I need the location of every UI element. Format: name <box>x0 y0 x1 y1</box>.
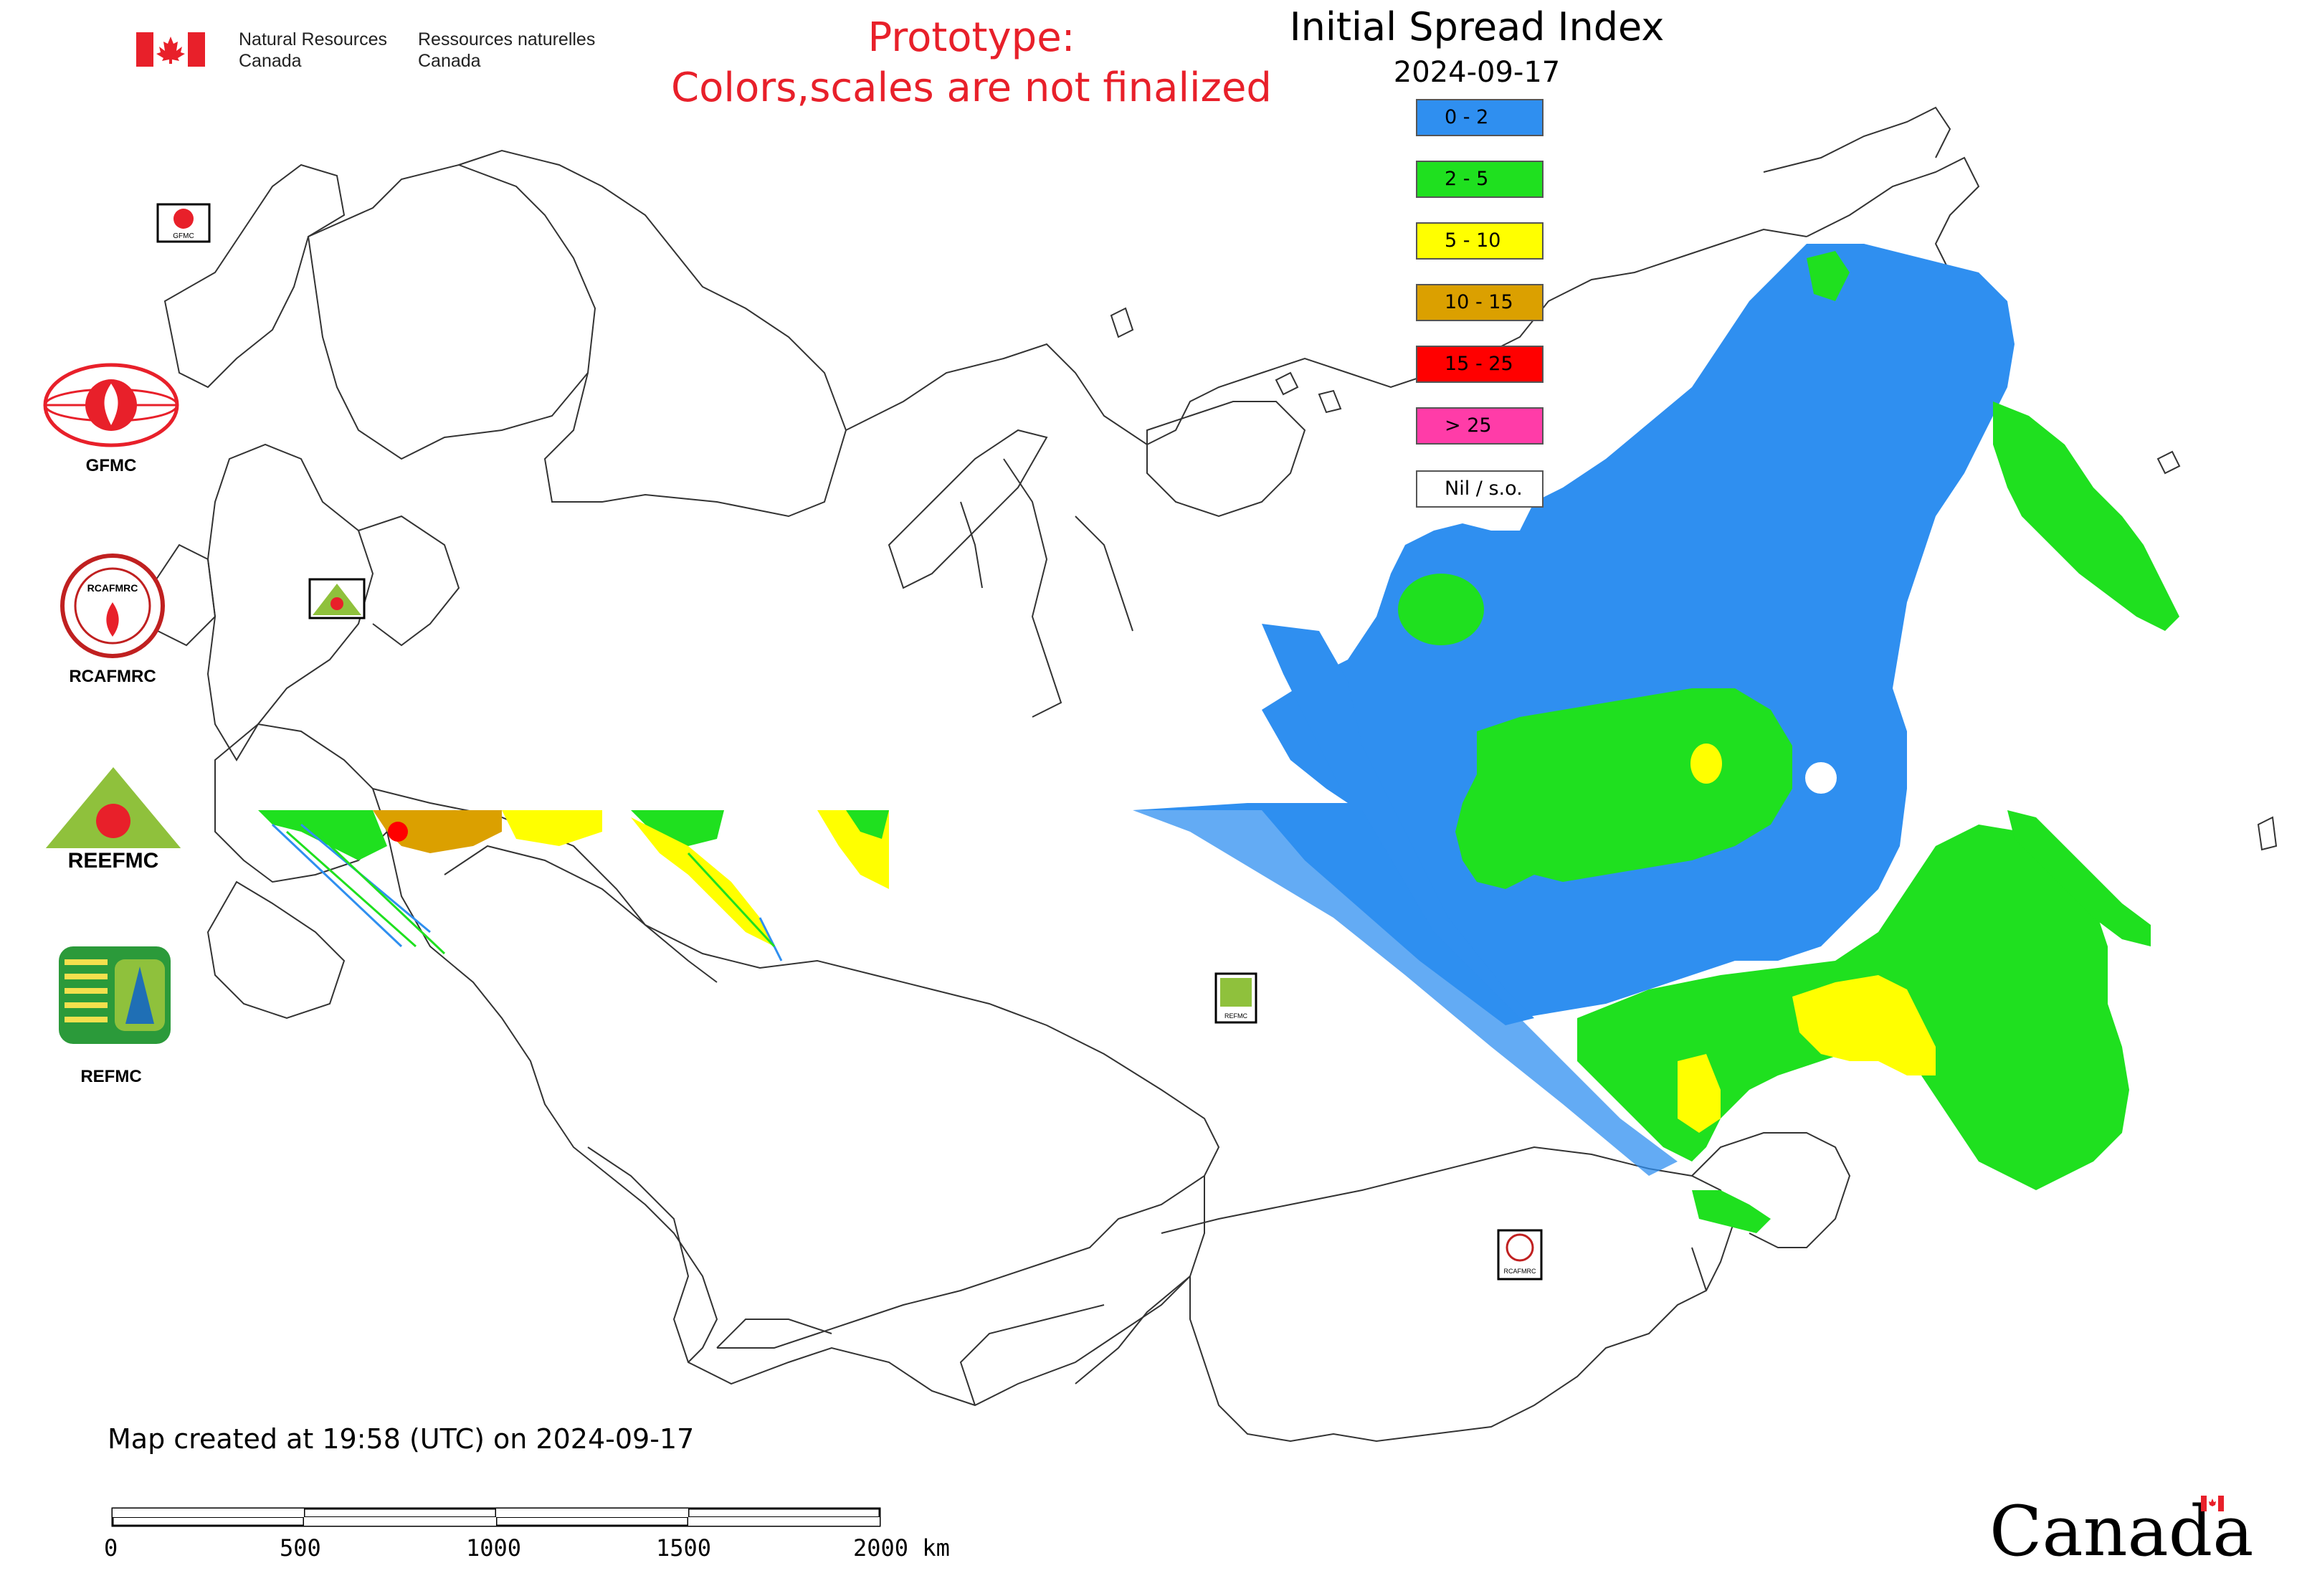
isi-zone-2-5-coast-north <box>1807 251 1850 301</box>
rcafmrc-logo-text: RCAFMRC <box>87 582 138 594</box>
map-marker-gfmc: GFMC <box>156 203 211 243</box>
wordmark-flag-icon <box>2201 1496 2224 1511</box>
rcafmrc-logo-icon: RCAFMRC <box>60 554 165 658</box>
scale-tick-label: 0 <box>104 1534 118 1562</box>
isi-zone-2-5-central <box>1455 688 1792 889</box>
isi-zone-2-5-korea <box>1692 1190 1771 1233</box>
gfmc-logo-icon <box>43 363 179 447</box>
legend-item: Nil / s.o. <box>1416 470 1544 508</box>
gov-name-fr-line2: Canada <box>418 51 481 71</box>
gov-name-en-line1: Natural Resources <box>239 29 388 49</box>
refmc-label: REFMC <box>80 1067 142 1086</box>
reefmc-logo-icon: REEFMC <box>37 767 189 871</box>
canada-flag-icon <box>136 32 205 67</box>
map-marker-rcafmrc: RCAFMRC <box>1497 1229 1543 1281</box>
scale-tick-label: 1500 <box>656 1534 712 1562</box>
scale-tick-label: 1000 <box>466 1534 522 1562</box>
legend-item: 15 - 25 <box>1416 346 1544 383</box>
nil-spot <box>1805 762 1837 794</box>
map-title: Initial Spread Index <box>1289 4 1665 49</box>
map-marker-rcafmrc-text: RCAFMRC <box>1504 1268 1536 1275</box>
isi-zone-5-10-southeast <box>1792 975 1936 1075</box>
isi-zone-west-strip <box>258 810 889 946</box>
isi-zone-0-2-diagonal <box>1133 810 1678 1176</box>
map-marker-gfmc-text: GFMC <box>173 232 194 240</box>
islands <box>1110 307 2278 851</box>
refmc-logo-icon <box>59 946 171 1044</box>
isi-zone-5-10-south <box>1678 1054 1721 1133</box>
map-marker-reefmc <box>308 578 366 619</box>
map-office-markers: GFMC REFMC RCAFMRC <box>156 203 1543 1281</box>
gov-name-en-line2: Canada <box>239 51 302 71</box>
legend-item: 0 - 2 <box>1416 99 1544 136</box>
map-date: 2024-09-17 <box>1393 56 1561 89</box>
scale-tick-label: 500 <box>280 1534 321 1562</box>
legend-item: 2 - 5 <box>1416 161 1544 198</box>
prototype-notice-line2: Colors,scales are not finalized <box>671 65 1272 111</box>
legend-item: > 25 <box>1416 407 1544 445</box>
prototype-notice-line1: Prototype: <box>867 14 1075 61</box>
isi-zone-2-5-north <box>1398 574 1484 645</box>
prototype-notice: Prototype: Colors,scales are not finaliz… <box>660 13 1283 113</box>
legend-item: 10 - 15 <box>1416 284 1544 321</box>
gfmc-label: GFMC <box>85 456 137 475</box>
rcafmrc-label: RCAFMRC <box>69 667 156 686</box>
government-signature: Natural Resources Canada Ressources natu… <box>136 29 624 79</box>
isi-zone-15-25-spot <box>388 822 408 842</box>
scale-bar <box>111 1507 881 1527</box>
isi-zone-0-2-siberia <box>1262 244 2015 1018</box>
scale-tick-label: 2000 km <box>853 1534 950 1562</box>
reefmc-logo-text: REEFMC <box>68 849 159 871</box>
map-marker-refmc: REFMC <box>1214 972 1257 1024</box>
isi-streaks-green <box>286 830 776 955</box>
map-created-note: Map created at 19:58 (UTC) on 2024-09-17 <box>108 1423 695 1455</box>
isi-zone-5-10-central-spot <box>1690 744 1722 784</box>
isi-zone-2-5-east-coast <box>1993 402 2179 631</box>
isi-raster <box>258 244 2179 1233</box>
isi-zone-2-5-sakhalin <box>2007 810 2151 946</box>
legend-item: 5 - 10 <box>1416 222 1544 260</box>
gov-name-fr-line1: Ressources naturelles <box>418 29 596 49</box>
map-marker-refmc-text: REFMC <box>1224 1012 1247 1020</box>
